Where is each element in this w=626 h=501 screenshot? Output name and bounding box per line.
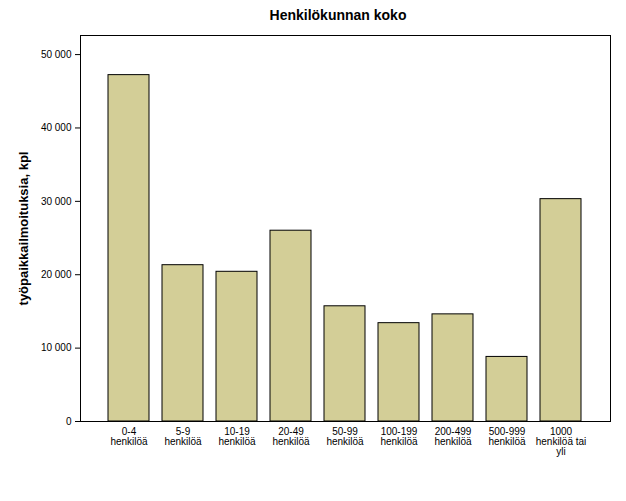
svg-text:50 000: 50 000: [41, 49, 72, 60]
svg-text:100-199henkilöä: 100-199henkilöä: [380, 426, 418, 447]
svg-text:1000henkilöä taiyli: 1000henkilöä taiyli: [536, 426, 587, 457]
svg-text:20-49henkilöä: 20-49henkilöä: [272, 426, 310, 447]
svg-text:500-999henkilöä: 500-999henkilöä: [488, 426, 526, 447]
svg-text:0-4henkilöä: 0-4henkilöä: [110, 426, 148, 447]
svg-text:20 000: 20 000: [41, 269, 72, 280]
svg-text:10-19henkilöä: 10-19henkilöä: [218, 426, 256, 447]
svg-text:30 000: 30 000: [41, 196, 72, 207]
html-text:Henkilökunnan koko: Henkilökunnan koko: [269, 7, 407, 23]
svg-text:työpaikkailmoituksia, kpl: työpaikkailmoituksia, kpl: [16, 152, 31, 306]
svg-text:10 000: 10 000: [41, 342, 72, 353]
svg-text:5-9henkilöä: 5-9henkilöä: [164, 426, 202, 447]
svg-text:50-99henkilöä: 50-99henkilöä: [326, 426, 364, 447]
svg-text:40 000: 40 000: [41, 122, 72, 133]
svg-text:200-499henkilöä: 200-499henkilöä: [434, 426, 472, 447]
svg-text:0: 0: [66, 416, 72, 427]
